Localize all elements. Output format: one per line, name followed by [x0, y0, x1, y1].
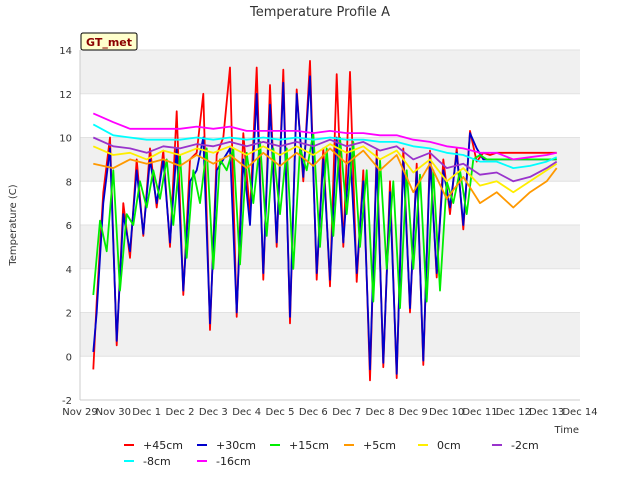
x-tick-label: Dec 3 [199, 407, 228, 418]
legend-item-+45cm: +45cm [124, 439, 183, 452]
legend-item--16cm: -16cm [197, 455, 251, 468]
x-tick-label: Dec 12 [496, 407, 531, 418]
legend-label: +5cm [363, 439, 396, 452]
gt-met-badge: GT_met [80, 32, 138, 51]
legend-label: +15cm [289, 439, 329, 452]
y-tick-label: 0 [66, 352, 72, 363]
legend-label: +30cm [216, 439, 256, 452]
series-line-+5cm [93, 147, 558, 209]
legend-item-+15cm: +15cm [270, 439, 329, 452]
x-tick-label: Dec 1 [132, 407, 161, 418]
legend-item-+5cm: +5cm [344, 439, 396, 452]
series-line--2cm [92, 136, 558, 183]
y-tick-label: 10 [59, 134, 72, 145]
y-tick-label: 14 [59, 46, 72, 57]
x-tick-label: Dec 10 [429, 407, 464, 418]
y-tick-label: 2 [66, 309, 72, 320]
series-line--8cm [92, 123, 558, 170]
y-tick-label: -2 [62, 396, 72, 407]
y-tick-label: 12 [59, 90, 72, 101]
x-tick-label: Nov 29 [62, 407, 97, 418]
legend-label: 0cm [437, 439, 461, 452]
legend-label: -2cm [511, 439, 539, 452]
grid-band [80, 50, 580, 94]
chart-title: Temperature Profile A [249, 5, 390, 20]
x-tick-label: Dec 5 [266, 407, 295, 418]
x-tick-label: Dec 14 [562, 407, 597, 418]
x-tick-label: Nov 30 [96, 407, 131, 418]
y-tick-label: 4 [66, 265, 72, 276]
x-tick-label: Dec 9 [399, 407, 428, 418]
y-tick-label: 6 [66, 221, 72, 232]
x-tick-label: Dec 7 [332, 407, 361, 418]
x-axis-label: Time [554, 425, 579, 436]
series-line--16cm [92, 112, 557, 161]
legend-item--2cm: -2cm [492, 439, 539, 452]
legend-item-+30cm: +30cm [197, 439, 256, 452]
legend-item-0cm: 0cm [418, 439, 461, 452]
badge-label: GT_met [86, 36, 132, 49]
axes [79, 50, 580, 401]
x-tick-label: Dec 11 [462, 407, 497, 418]
legend-label: -16cm [216, 455, 251, 468]
legend-item--8cm: -8cm [124, 455, 171, 468]
x-tick-label: Dec 13 [529, 407, 564, 418]
x-tick-label: Dec 4 [232, 407, 261, 418]
series-lines [92, 60, 558, 382]
legend-label: -8cm [143, 455, 171, 468]
grid-band [80, 312, 580, 357]
series-line-0cm [92, 143, 558, 194]
x-tick-label: Dec 2 [166, 407, 195, 418]
y-tick-labels: -2 0 2 4 6 8 10 12 14 [59, 46, 72, 407]
series-line-+15cm [92, 132, 557, 310]
x-tick-label: Dec 8 [366, 407, 395, 418]
legend: +45cm +30cm +15cm +5cm 0cm -2cm -8cm -16cm [124, 439, 539, 468]
y-axis-label: Temperature (C) [8, 184, 19, 266]
legend-label: +45cm [143, 439, 183, 452]
y-tick-label: 8 [66, 177, 72, 188]
x-tick-label: Dec 6 [299, 407, 328, 418]
